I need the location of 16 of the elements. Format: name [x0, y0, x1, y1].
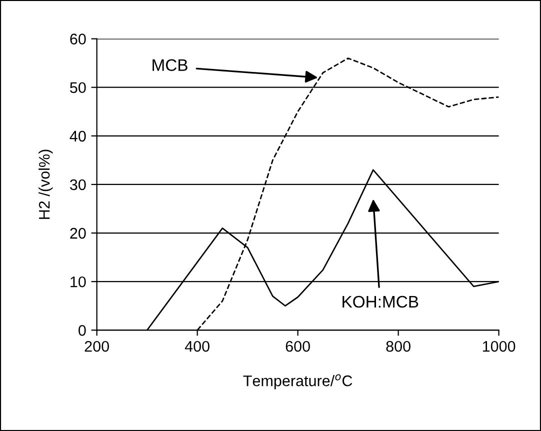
y-tick-label: 30: [70, 179, 86, 190]
y-axis-title: H2 /(vol%): [38, 150, 53, 219]
x-tick-label: 400: [184, 340, 210, 352]
y-tick-label: 50: [70, 82, 86, 94]
x-tick-label: 200: [84, 340, 109, 352]
y-tick-label: 60: [70, 34, 86, 44]
annotation: KOH:MCB: [342, 296, 418, 308]
x-axis-title: Temperature/$^{o}$C: [243, 374, 352, 390]
y-tick-label: 40: [70, 130, 86, 142]
annotation: MCB: [152, 59, 188, 71]
y-tick-label: 0: [78, 325, 86, 336]
x-tick-label: 800: [386, 340, 410, 352]
x-tick-label: 1000: [482, 340, 516, 352]
y-tick-label: 10: [70, 276, 86, 288]
x-tick-label: 600: [286, 340, 310, 352]
y-tick-label: 20: [70, 228, 86, 239]
